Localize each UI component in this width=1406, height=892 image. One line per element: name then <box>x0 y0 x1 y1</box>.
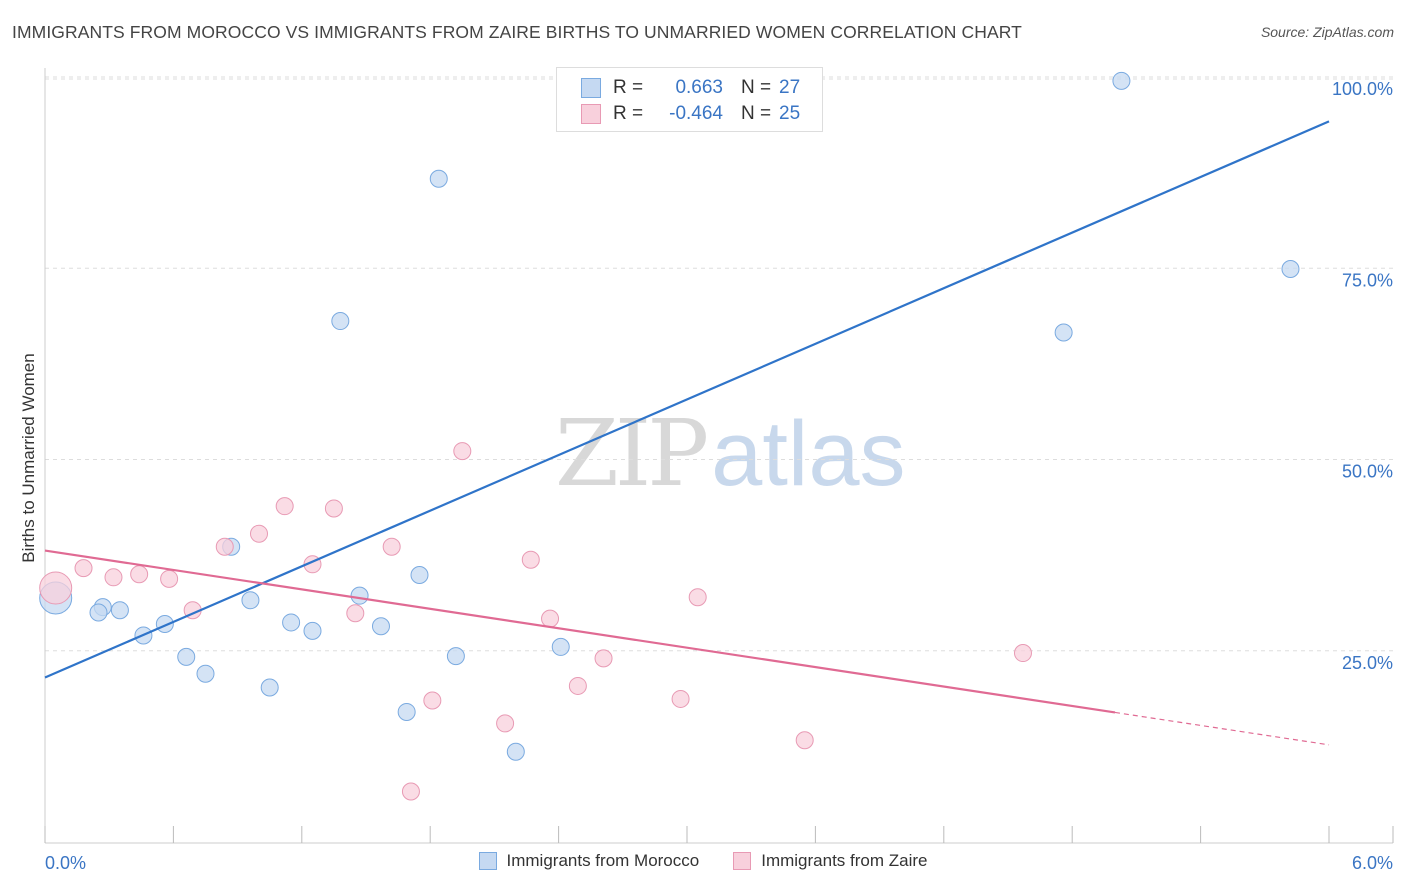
stats-r-label: R = <box>613 77 644 98</box>
point-morocco <box>446 647 465 666</box>
watermark-atlas: atlas <box>711 403 906 505</box>
point-zaire <box>453 442 472 461</box>
stats-r-label: R = <box>613 103 644 124</box>
stats-legend: R = 0.663 N = 27 R = -0.464 N = 25 <box>556 67 823 132</box>
point-zaire <box>1013 644 1032 663</box>
y-tick-label: 25.0% <box>1342 653 1393 673</box>
point-zaire <box>568 676 587 695</box>
point-zaire <box>250 524 268 543</box>
point-morocco <box>260 678 279 697</box>
stats-r-value: -0.464 <box>669 103 723 124</box>
stats-n-label: N = <box>741 103 772 124</box>
point-zaire <box>324 499 343 518</box>
point-zaire <box>346 604 365 623</box>
point-morocco <box>1054 323 1073 342</box>
point-zaire <box>401 782 420 801</box>
point-zaire <box>104 568 123 587</box>
point-zaire <box>130 565 149 584</box>
legend-item-zaire[interactable]: Immigrants from Zaire <box>733 851 927 871</box>
legend-item-morocco[interactable]: Immigrants from Morocco <box>478 851 700 871</box>
point-morocco <box>350 586 369 605</box>
point-zaire <box>423 691 442 710</box>
x-tick-label: 0.0% <box>45 853 86 873</box>
point-zaire <box>39 571 73 605</box>
stats-swatch-morocco <box>581 78 601 98</box>
point-morocco <box>371 617 390 636</box>
y-tick-label: 75.0% <box>1342 270 1393 290</box>
bottom-legend: Immigrants from Morocco Immigrants from … <box>0 851 1406 871</box>
point-zaire <box>795 731 814 750</box>
trendline-zaire-dashed <box>1114 711 1330 746</box>
point-zaire <box>594 649 613 668</box>
y-axis-label: Births to Unmarried Women <box>19 353 38 562</box>
watermark: ZIPatlas <box>555 400 906 507</box>
trendline-morocco <box>44 120 1330 679</box>
point-zaire <box>74 559 93 578</box>
legend-swatch-morocco <box>478 852 497 870</box>
point-zaire <box>275 497 294 516</box>
source-label: Source: ZipAtlas.com <box>1260 24 1394 40</box>
point-zaire <box>160 569 179 588</box>
x-tick-label: 6.0% <box>1352 853 1393 873</box>
stats-n-value: 27 <box>779 77 801 98</box>
point-morocco <box>551 637 570 656</box>
legend-label-morocco: Immigrants from Morocco <box>506 851 700 870</box>
trendline-zaire <box>44 549 1116 714</box>
chart-title: IMMIGRANTS FROM MOROCCO VS IMMIGRANTS FR… <box>12 22 1022 42</box>
point-morocco <box>89 603 108 622</box>
point-zaire <box>521 550 540 569</box>
point-morocco <box>110 601 129 620</box>
point-zaire <box>541 609 560 628</box>
point-morocco <box>303 621 322 640</box>
point-morocco <box>177 647 196 666</box>
stats-n-value: 25 <box>779 103 801 124</box>
point-zaire <box>688 588 707 607</box>
stats-row-morocco: R = 0.663 N = 27 <box>581 76 800 100</box>
point-morocco <box>196 664 215 683</box>
stats-swatch-zaire <box>581 104 601 124</box>
legend-label-zaire: Immigrants from Zaire <box>761 851 928 870</box>
point-zaire <box>496 714 515 733</box>
point-morocco <box>282 613 301 632</box>
y-tick-label: 50.0% <box>1342 462 1393 482</box>
point-morocco <box>506 742 525 761</box>
point-morocco <box>331 312 350 331</box>
point-zaire <box>215 537 234 556</box>
point-morocco <box>1281 260 1300 279</box>
point-morocco <box>241 591 260 610</box>
point-morocco <box>397 702 416 721</box>
y-tick-label: 100.0% <box>1332 79 1393 99</box>
stats-n-label: N = <box>741 77 772 98</box>
point-zaire <box>382 537 401 556</box>
watermark-zip: ZIP <box>555 400 709 507</box>
legend-swatch-zaire <box>733 852 752 870</box>
point-morocco <box>1112 71 1131 90</box>
point-morocco <box>410 566 429 585</box>
stats-r-value: 0.663 <box>675 77 723 98</box>
stats-row-zaire: R = -0.464 N = 25 <box>581 102 800 126</box>
point-zaire <box>671 689 690 708</box>
point-morocco <box>429 169 448 188</box>
